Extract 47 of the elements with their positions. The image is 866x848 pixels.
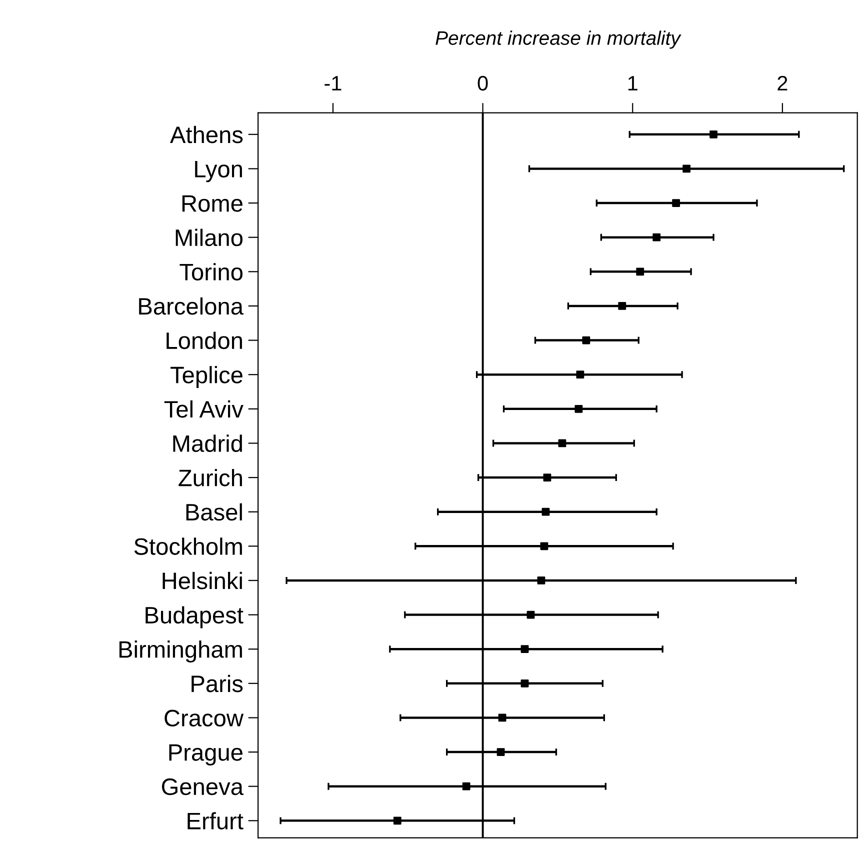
y-tick-label: Barcelona	[139, 297, 244, 315]
point	[710, 130, 718, 138]
y-tick-label: Torino	[180, 263, 242, 280]
y-tick-label: Athens	[170, 126, 243, 144]
point	[682, 164, 690, 173]
point	[520, 645, 529, 654]
y-tick-label: Cracow	[164, 710, 244, 727]
point	[498, 714, 506, 722]
y-tick-label: Basel	[186, 503, 242, 521]
point	[520, 679, 529, 688]
x-tick-label: -1	[324, 76, 342, 90]
point	[636, 268, 644, 276]
y-tick-label: Teplice	[170, 366, 242, 388]
y-tick-label: Prague	[169, 744, 242, 766]
y-tick-label: London	[166, 332, 242, 350]
point	[574, 404, 583, 413]
x-tick-label: 0	[478, 76, 488, 91]
point	[672, 199, 680, 207]
y-tick-label: Milano	[176, 228, 242, 246]
point	[652, 233, 661, 242]
y-tick-label: Birmingham	[119, 640, 242, 663]
point	[558, 439, 566, 448]
point	[393, 816, 402, 825]
y-tick-label: Erfurt	[188, 812, 244, 830]
point	[576, 370, 584, 379]
y-tick-label: Tel Aviv	[164, 400, 244, 418]
y-tick-label: Budapest	[146, 606, 244, 628]
x-axis-title: Percent increase in mortality	[436, 30, 682, 49]
point	[526, 610, 535, 619]
point	[462, 782, 470, 790]
point	[496, 748, 505, 756]
point	[540, 542, 548, 550]
point	[537, 576, 546, 584]
point	[582, 336, 590, 344]
y-tick-label: Zurich	[178, 468, 242, 486]
y-tick-label: Madrid	[173, 434, 242, 452]
y-tick-label: Paris	[192, 674, 243, 692]
point	[543, 474, 552, 482]
y-tick-label: Rome	[182, 195, 242, 212]
point	[618, 302, 626, 310]
y-tick-label: Helsinki	[162, 572, 242, 590]
x-tick-label: 2	[778, 76, 788, 90]
y-tick-label: Stockholm	[134, 538, 242, 555]
y-tick-label: Geneva	[162, 778, 244, 796]
y-tick-label: Lyon	[195, 161, 242, 182]
point	[542, 508, 550, 516]
x-tick-label: 1	[628, 76, 638, 90]
